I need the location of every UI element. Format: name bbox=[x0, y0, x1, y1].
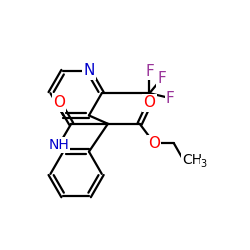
Text: N: N bbox=[83, 64, 95, 78]
Text: CH: CH bbox=[182, 154, 202, 168]
Text: 3: 3 bbox=[200, 158, 206, 168]
Text: F: F bbox=[166, 90, 174, 106]
Text: O: O bbox=[53, 96, 65, 110]
Text: O: O bbox=[144, 96, 156, 110]
Text: O: O bbox=[148, 136, 160, 151]
Text: F: F bbox=[157, 71, 166, 86]
Text: F: F bbox=[145, 64, 154, 79]
Text: NH: NH bbox=[48, 138, 70, 151]
